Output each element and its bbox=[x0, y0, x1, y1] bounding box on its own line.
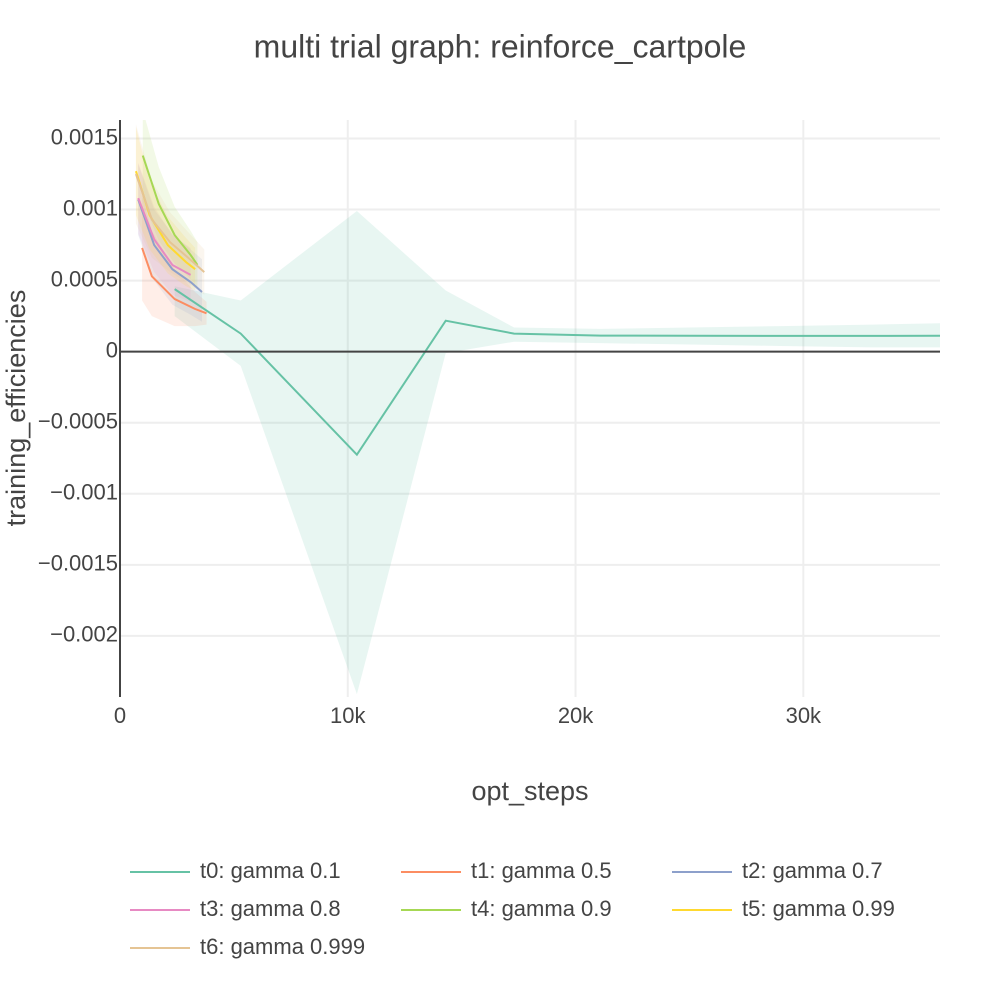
legend-label: t4: gamma 0.9 bbox=[471, 896, 612, 921]
series-line bbox=[137, 199, 203, 293]
y-tick-label: −0.002 bbox=[50, 622, 118, 647]
series-line bbox=[174, 288, 940, 457]
series-line bbox=[135, 173, 205, 273]
x-tick-label: 30k bbox=[786, 703, 822, 728]
legend-label: t0: gamma 0.1 bbox=[200, 858, 341, 883]
grid bbox=[119, 120, 940, 697]
y-tick-label: 0.0005 bbox=[51, 266, 118, 291]
plot-area bbox=[134, 120, 940, 695]
legend-label: t3: gamma 0.8 bbox=[200, 896, 341, 921]
error-band bbox=[135, 127, 196, 291]
legend-label: t2: gamma 0.7 bbox=[742, 858, 883, 883]
error-band bbox=[174, 210, 940, 695]
x-tick-label: 0 bbox=[114, 703, 126, 728]
x-tick-label: 20k bbox=[558, 703, 594, 728]
y-tick-label: 0.0015 bbox=[51, 124, 118, 149]
series-line bbox=[141, 247, 207, 315]
legend: t0: gamma 0.1 t1: gamma 0.5 t2: gamma 0.7 t… bbox=[130, 858, 895, 959]
legend-label: t1: gamma 0.5 bbox=[471, 858, 612, 883]
y-tick-label: −0.0005 bbox=[38, 409, 118, 434]
chart-title: multi trial graph: reinforce_cartpole bbox=[254, 28, 747, 64]
y-tick-label: 0 bbox=[106, 337, 118, 362]
series-line bbox=[137, 197, 192, 276]
series-line bbox=[141, 155, 199, 266]
legend-label: t5: gamma 0.99 bbox=[742, 896, 895, 921]
y-tick-label: −0.001 bbox=[50, 480, 118, 505]
y-tick-label: −0.0015 bbox=[38, 551, 118, 576]
x-tick-label: 10k bbox=[330, 703, 366, 728]
y-tick-label: 0.001 bbox=[63, 195, 118, 220]
error-band bbox=[142, 195, 207, 327]
legend-label: t6: gamma 0.999 bbox=[200, 934, 365, 959]
axes: 0 10k 20k 30k −0.002 −0.0015 −0.001 −0.0005 0 0.0… bbox=[38, 120, 940, 728]
y-axis-title: training_efficiencies bbox=[1, 290, 31, 527]
x-axis-title: opt_steps bbox=[471, 776, 588, 806]
